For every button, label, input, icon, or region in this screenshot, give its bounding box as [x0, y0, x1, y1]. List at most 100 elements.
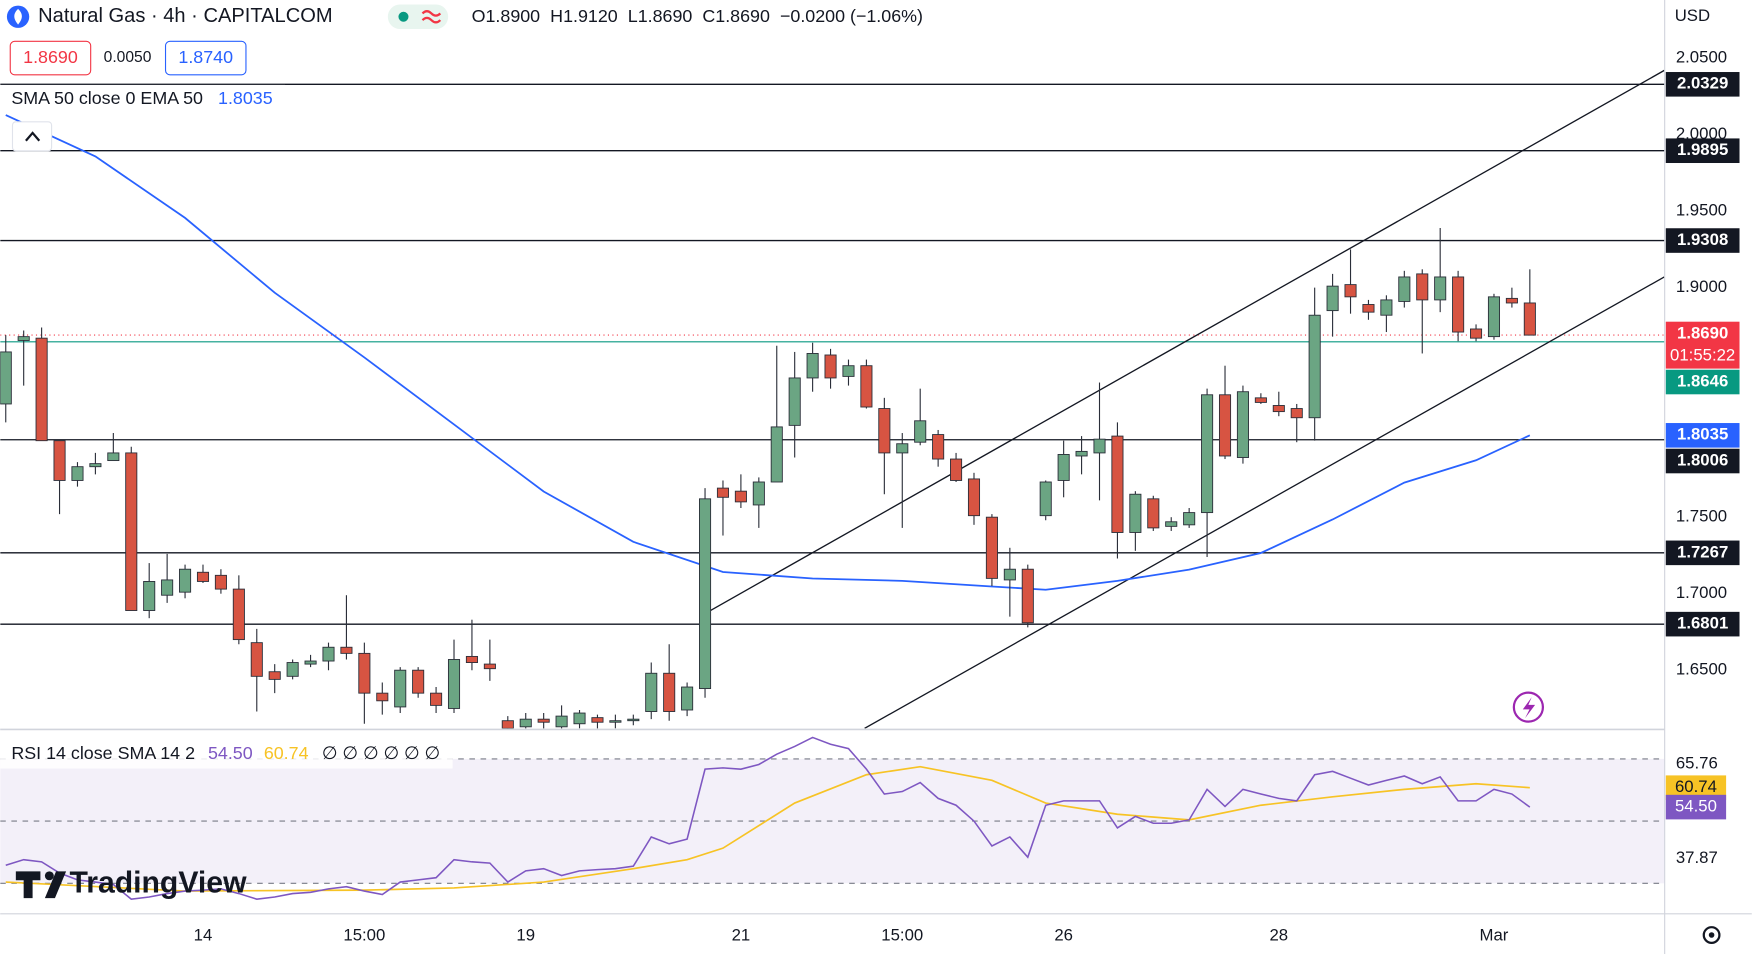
- candle-body: [1183, 512, 1196, 526]
- symbol-title: Natural Gas · 4h · CAPITALCOM: [38, 5, 332, 27]
- rsi-legend-value: 54.50: [208, 743, 253, 763]
- ohlc-value: O1.8900: [472, 5, 541, 25]
- level-label-box: [1665, 72, 1740, 97]
- rsi-legend: RSI 14 close SMA 14 2: [11, 743, 195, 763]
- level-label: 2.0329: [1677, 74, 1728, 93]
- candle-body: [663, 672, 676, 712]
- level-label-box: [1665, 228, 1740, 253]
- candle-body: [304, 660, 317, 665]
- candle-body: [1380, 299, 1393, 316]
- candle-body: [0, 351, 12, 405]
- x-tick-label: 14: [194, 926, 213, 945]
- rsi-tick-label: 65.76: [1676, 754, 1718, 773]
- candle-body: [214, 574, 227, 590]
- candle-body: [394, 669, 407, 708]
- candle-body: [681, 686, 694, 711]
- candle-body: [716, 487, 730, 498]
- bid-label: 1.8646: [1677, 371, 1728, 390]
- settings-icon[interactable]: [1702, 926, 1721, 944]
- axes: 2.0500 2.0000 1.9500 1.9000 1.7500 1.7000 1.65…: [194, 48, 1727, 945]
- candle-body: [125, 452, 138, 611]
- spread: 0.0050: [104, 49, 152, 66]
- candle-body: [501, 720, 514, 729]
- candle-body: [179, 568, 192, 593]
- candle-body: [1147, 498, 1160, 529]
- candle-body: [1254, 397, 1267, 403]
- ohlc-header: O1.8900 H1.9120 L1.8690 C1.8690 −0.0200 (−1.…: [472, 5, 923, 25]
- flame-icon: [14, 8, 22, 25]
- sell-price: 1.8690: [23, 47, 78, 67]
- collapse-button[interactable]: [11, 121, 53, 152]
- candle-body: [1398, 276, 1411, 302]
- candle-body: [340, 646, 353, 654]
- x-tick-label: 15:00: [881, 926, 923, 945]
- candle-body: [107, 452, 120, 462]
- channel-line: [864, 276, 1665, 729]
- candle-body: [1470, 328, 1483, 339]
- candle-body: [53, 440, 66, 481]
- candle-body: [1272, 405, 1285, 413]
- candle-body: [1434, 276, 1447, 301]
- rsi-pane: [0, 736, 1665, 900]
- rsi-tick-label: 37.87: [1676, 848, 1718, 867]
- candle-body: [286, 662, 299, 677]
- x-tick-label: Mar: [1480, 926, 1509, 945]
- candle-body: [842, 365, 855, 377]
- channel-line: [710, 69, 1665, 612]
- market-open-dot: [398, 11, 409, 22]
- level-label-box: [1665, 540, 1740, 566]
- ema-legend: SMA 50 close 0 EMA 50: [11, 88, 203, 108]
- candle-body: [376, 692, 389, 702]
- candle-body: [788, 377, 801, 426]
- candle-body: [932, 434, 945, 460]
- level-label-box: [1665, 448, 1740, 474]
- candle-body: [1039, 481, 1052, 517]
- candle-body: [645, 672, 658, 712]
- level-label-box: [1665, 611, 1740, 637]
- candle-body: [896, 443, 909, 454]
- candle-body: [1021, 568, 1034, 624]
- candle-body: [1057, 454, 1070, 481]
- candle-body: [35, 337, 48, 442]
- candle-body: [1003, 568, 1016, 581]
- candle-body: [268, 671, 281, 680]
- candle-body: [824, 354, 837, 379]
- ohlc-value: H1.9120: [550, 5, 618, 25]
- watermark: TradingView: [69, 867, 247, 900]
- lightning: [1522, 697, 1536, 719]
- y-tick-label: 2.0000: [1676, 124, 1727, 143]
- candle-body: [196, 571, 210, 582]
- ohlc-value: L1.8690: [628, 5, 693, 25]
- rsi-line: [5, 736, 1531, 900]
- sell-box[interactable]: [9, 40, 92, 76]
- candle-body: [358, 652, 371, 694]
- ema-line: [5, 114, 1531, 591]
- candle-body: [143, 581, 156, 611]
- status-pill[interactable]: [387, 4, 449, 30]
- logo-dot: [44, 871, 54, 881]
- x-tick-label: 19: [516, 926, 535, 945]
- y-tick-label: 1.9000: [1676, 277, 1727, 296]
- candle-body: [412, 669, 425, 694]
- level-label: 1.9895: [1677, 140, 1728, 159]
- candle-body: [250, 642, 263, 677]
- candle-body: [609, 720, 622, 723]
- level-label-box: [1665, 138, 1740, 164]
- candle-body: [627, 718, 640, 722]
- candle-body: [1452, 276, 1465, 333]
- ohlc-value: −0.0200 (−1.06%): [780, 5, 923, 25]
- candle-body: [734, 490, 747, 503]
- y-tick-label: 1.7500: [1676, 507, 1727, 526]
- candle-body: [752, 481, 765, 506]
- currency[interactable]: USD: [1675, 6, 1710, 25]
- buy-box[interactable]: [164, 40, 247, 76]
- level-label: 1.8006: [1677, 450, 1728, 469]
- ema-label: 1.8035: [1677, 425, 1728, 444]
- candle-body: [71, 466, 84, 481]
- candle-body: [591, 717, 604, 723]
- candle-body: [555, 715, 568, 728]
- last-price-label: 1.8690: [1677, 323, 1728, 342]
- candle-body: [1236, 391, 1249, 458]
- y-tick-label: 2.0500: [1676, 48, 1727, 67]
